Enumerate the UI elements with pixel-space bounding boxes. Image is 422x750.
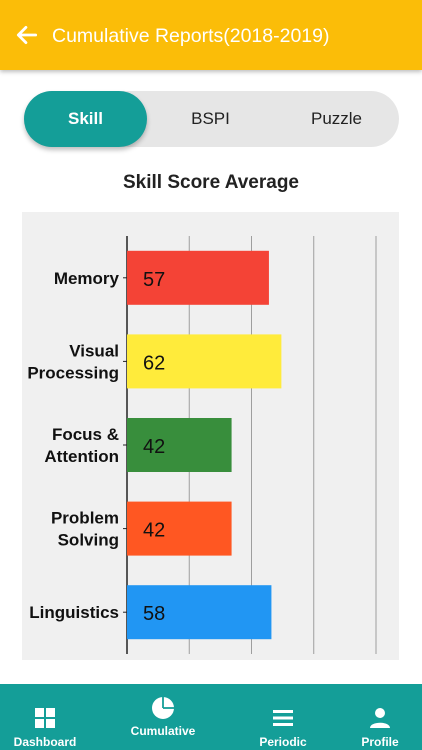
segment-puzzle[interactable]: Puzzle <box>310 109 363 128</box>
report-type-segmented-control: Skill BSPI Puzzle <box>24 91 399 147</box>
tab-cumulative[interactable]: Cumulative <box>118 684 208 750</box>
category-label: Linguistics <box>29 603 119 622</box>
data-label: 62 <box>143 352 165 374</box>
category-label: Focus & <box>52 425 119 444</box>
tab-profile[interactable]: Profile <box>335 684 422 750</box>
bar-0 <box>127 250 269 305</box>
tab-dashboard[interactable]: Dashboard <box>0 684 90 750</box>
segment-skill[interactable]: Skill <box>24 91 147 147</box>
pie-chart-icon <box>152 697 174 719</box>
page-title: Cumulative Reports(2018-2019) <box>52 25 330 47</box>
bar-4 <box>127 585 272 640</box>
bar-chart-svg: 57 Memory 62 Visual Processing 42 Focus & Atten… <box>27 236 377 654</box>
dashboard-icon <box>35 708 55 728</box>
back-arrow-icon[interactable] <box>14 22 40 48</box>
segment-bspi[interactable]: BSPI <box>191 109 230 128</box>
category-label: Problem <box>51 509 119 528</box>
data-label: 42 <box>143 520 165 542</box>
bar-2 <box>127 418 232 472</box>
data-label: 58 <box>143 603 165 625</box>
tab-periodic-label: Periodic <box>259 735 307 749</box>
tab-periodic[interactable]: Periodic <box>238 684 328 750</box>
category-label: Attention <box>44 447 119 466</box>
bottom-tab-bar: Dashboard Cumulative Periodic Profile <box>0 684 422 750</box>
tab-cumulative-label: Cumulative <box>130 724 196 738</box>
data-label: 57 <box>143 269 165 291</box>
tab-dashboard-label: Dashboard <box>13 735 77 749</box>
category-label: Memory <box>54 269 120 288</box>
category-label: Solving <box>58 531 119 550</box>
bar-1 <box>127 334 282 389</box>
category-label: Visual <box>69 341 119 360</box>
data-label: 42 <box>143 436 165 458</box>
chart-title: Skill Score Average <box>122 172 300 193</box>
tab-profile-label: Profile <box>361 735 399 749</box>
app-bar: Cumulative Reports(2018-2019) <box>0 0 422 70</box>
person-icon <box>370 708 390 728</box>
list-icon <box>273 710 293 726</box>
skill-score-chart: 57 Memory 62 Visual Processing 42 Focus & Atten… <box>22 212 399 660</box>
bar-3 <box>127 501 232 556</box>
category-label: Processing <box>27 363 119 382</box>
